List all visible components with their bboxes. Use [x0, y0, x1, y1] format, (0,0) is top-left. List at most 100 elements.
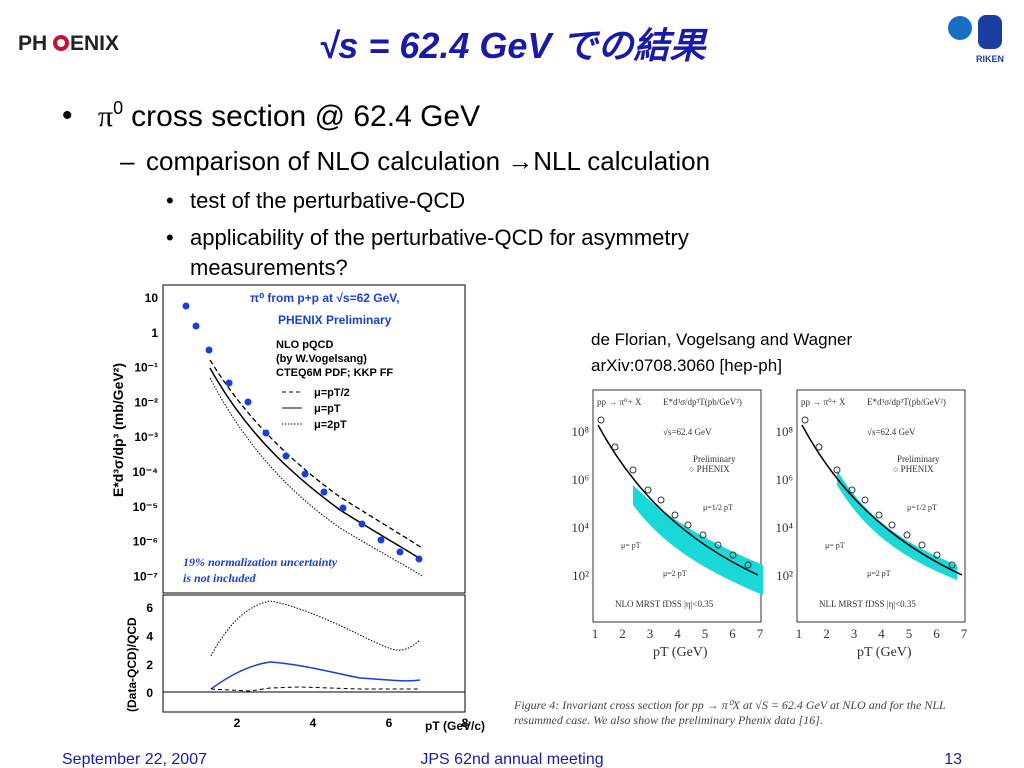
data-point [699, 531, 707, 539]
plot-text: pp → π⁰+ X [597, 397, 642, 407]
data-point [644, 486, 652, 494]
x-label: pT (GeV) [857, 645, 912, 660]
bullet-marker: • [166, 188, 174, 213]
bullet-text: applicability of the perturbative-QCD fo… [190, 225, 689, 250]
plot-text: E*d³σ/dp³T(pb/GeV²) [867, 397, 946, 407]
data-point [903, 531, 911, 539]
logo-text: RIKEN [976, 54, 1004, 64]
y-tick-label: 10⁸ [775, 424, 793, 439]
ratio-curve [210, 661, 421, 690]
data-point [629, 466, 637, 474]
x-tick-label: 5 [702, 626, 709, 641]
title: √s = 62.4 GeV での結果 [319, 25, 709, 66]
x-label: pT (GeV) [653, 645, 708, 660]
y-tick-label: 10⁻⁷ [133, 569, 158, 583]
x-tick-label: 1 [592, 626, 599, 641]
caption: resummed case. We also show the prelimin… [514, 713, 823, 727]
legend: CTEQ6M PDF; KKP FF [276, 367, 393, 379]
footer-page: 13 [944, 751, 962, 768]
y-tick-label: 10⁶ [571, 472, 589, 487]
superscript: 0 [113, 98, 123, 118]
x-tick-label: 3 [647, 626, 654, 641]
data-point [861, 496, 869, 504]
riken-logo: RIKEN [948, 15, 1004, 64]
text: cross section @ 62.4 GeV [131, 100, 480, 133]
logo-shape [978, 15, 1002, 49]
frame [162, 594, 466, 713]
data-point [933, 551, 941, 559]
y-label: (Data-QCD)/QCD [125, 617, 139, 712]
y-tick-label: 6 [146, 601, 153, 615]
caption: Figure 4: Invariant cross section for pp… [513, 698, 946, 712]
x-label: pT (GeV/c) [425, 719, 485, 733]
y-tick-label: 10² [776, 568, 793, 583]
legend: μ=2pT [314, 419, 347, 431]
data-point [729, 551, 737, 559]
y-tick-label: 10⁸ [571, 424, 589, 439]
plot-text: ○ PHENIX [689, 464, 730, 474]
x-tick-label: 2 [619, 626, 626, 641]
footer-meeting: JPS 62nd annual meeting [420, 751, 603, 768]
plot-text: μ=2 pT [867, 569, 891, 578]
logo-circle [948, 16, 972, 40]
curve [597, 424, 759, 576]
dash: – [120, 146, 135, 176]
x-tick-label: 6 [386, 716, 393, 730]
x-tick-label: 4 [674, 626, 681, 641]
x-tick-label: 6 [933, 626, 940, 641]
plot-text: ○ PHENIX [893, 464, 934, 474]
y-tick-label: 0 [146, 686, 153, 700]
plot-text: μ= pT [621, 541, 641, 550]
x-tick-label: 5 [906, 626, 913, 641]
frame [162, 284, 466, 594]
plot-text: Preliminary [897, 454, 940, 464]
bullet-text: measurements? [190, 255, 348, 280]
plot-text: √s=62.4 GeV [663, 427, 712, 437]
plot-text: pp → π⁰+ X [801, 397, 846, 407]
plot-text: μ=1/2 pT [703, 503, 733, 512]
x-tick-label: 2 [823, 626, 830, 641]
data-point [888, 521, 896, 529]
y-tick-label: 10⁴ [571, 520, 589, 535]
plot-text: μ= pT [825, 541, 845, 550]
x-tick-label: 4 [878, 626, 885, 641]
y-tick-label: 10⁻⁴ [132, 465, 158, 479]
data-point [657, 496, 665, 504]
curve [209, 377, 423, 577]
band [837, 470, 957, 580]
y-tick-label: 10⁻³ [134, 430, 158, 444]
right-plot: pp → π⁰+ X E*d³σ/dp³T(pb/GeV²) √s=62.4 GeV… [796, 389, 966, 623]
y-tick-label: 10⁻² [134, 395, 158, 409]
x-tick-label: 4 [310, 716, 317, 730]
legend: π⁰ from p+p at √s=62 GeV, [250, 291, 400, 305]
bullet-text: test of the perturbative-QCD [190, 188, 465, 213]
frame [796, 389, 966, 623]
plot-text: √s=62.4 GeV [867, 427, 916, 437]
data-point [875, 511, 883, 519]
legend: PHENIX Preliminary [278, 313, 392, 327]
legend: μ=pT [314, 403, 341, 415]
x-tick-label: 1 [796, 626, 803, 641]
phenix-logo: PH ENIX [18, 32, 119, 55]
x-tick-label: 6 [729, 626, 736, 641]
curve [209, 359, 423, 549]
curve [801, 424, 963, 576]
legend: NLO pQCD [276, 339, 333, 351]
logo-text: ENIX [70, 32, 119, 55]
y-label: E*d³σ/dp³ (mb/GeV²) [110, 363, 126, 497]
y-tick-label: 10⁴ [775, 520, 793, 535]
note: is not included [183, 571, 257, 585]
footer-date: September 22, 2007 [62, 751, 207, 768]
left-plot [162, 284, 466, 713]
y-tick-label: 10⁻¹ [134, 361, 158, 375]
legend: μ=pT/2 [314, 387, 350, 399]
data-point [714, 541, 722, 549]
x-tick-label: 3 [851, 626, 858, 641]
plot-text: NLO MRST fDSS |η|<0.35 [615, 599, 714, 609]
y-tick-label: 10² [572, 568, 589, 583]
y-tick-label: 2 [146, 658, 153, 672]
curve [209, 367, 423, 561]
bullet-marker: • [166, 225, 174, 250]
data-point [848, 486, 856, 494]
